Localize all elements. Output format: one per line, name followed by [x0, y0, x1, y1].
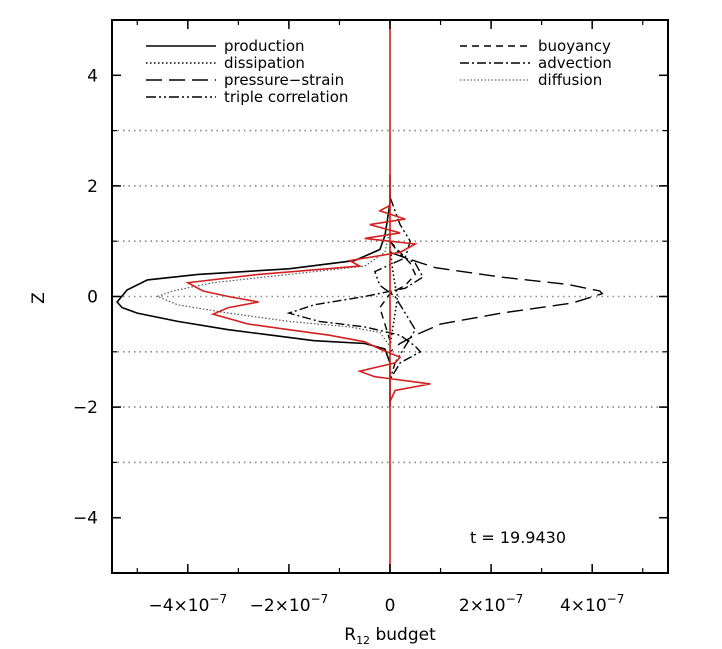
- legend: productiondissipationpressure−straintrip…: [146, 37, 612, 106]
- x-axis-title-rest: budget: [370, 625, 436, 645]
- y-tick-label: −4: [73, 509, 98, 529]
- y-tick-label: 2: [87, 177, 98, 197]
- x-tick-label: 0: [385, 596, 396, 616]
- tick-labels: −4×10−7 −2×10−7 0 2×10−7 4×10−7 4 2 0 −2 −4: [73, 66, 624, 616]
- legend-label: pressure−strain: [224, 71, 344, 89]
- x-tick-label: −2×10−7: [250, 592, 329, 616]
- series-total: [185, 204, 431, 402]
- series-production: [116, 174, 391, 408]
- horizontal-guides: [112, 129, 668, 464]
- x-axis-title-main: R: [344, 625, 356, 645]
- x-axis-title-subscript: 12: [356, 634, 370, 647]
- legend-label: triple correlation: [224, 88, 348, 106]
- x-tick-label: −4×10−7: [148, 592, 227, 616]
- y-tick-label: −2: [73, 398, 98, 418]
- y-axis-title: Z: [29, 292, 49, 304]
- legend-label: advection: [538, 54, 612, 72]
- legend-label: buoyancy: [538, 37, 611, 55]
- y-tick-label: 4: [87, 66, 98, 86]
- series-buoyancy: [379, 240, 417, 341]
- series-layer: [116, 20, 604, 573]
- x-tick-label: 4×10−7: [560, 592, 624, 616]
- time-annotation: t = 19.9430: [470, 528, 566, 547]
- series-dissipation: [389, 246, 399, 347]
- axis-ticks: [112, 19, 668, 574]
- y-tick-label: 0: [87, 288, 98, 308]
- x-tick-label: 2×10−7: [459, 592, 523, 616]
- legend-label: diffusion: [538, 71, 602, 89]
- series-pressure-strain: [389, 251, 604, 353]
- x-axis-title: R12 budget: [344, 625, 436, 647]
- legend-label: production: [224, 37, 305, 55]
- series-triple-correlation: [373, 196, 417, 380]
- series-advection: [286, 240, 424, 380]
- legend-label: dissipation: [224, 54, 305, 72]
- series-diffusion: [155, 229, 391, 347]
